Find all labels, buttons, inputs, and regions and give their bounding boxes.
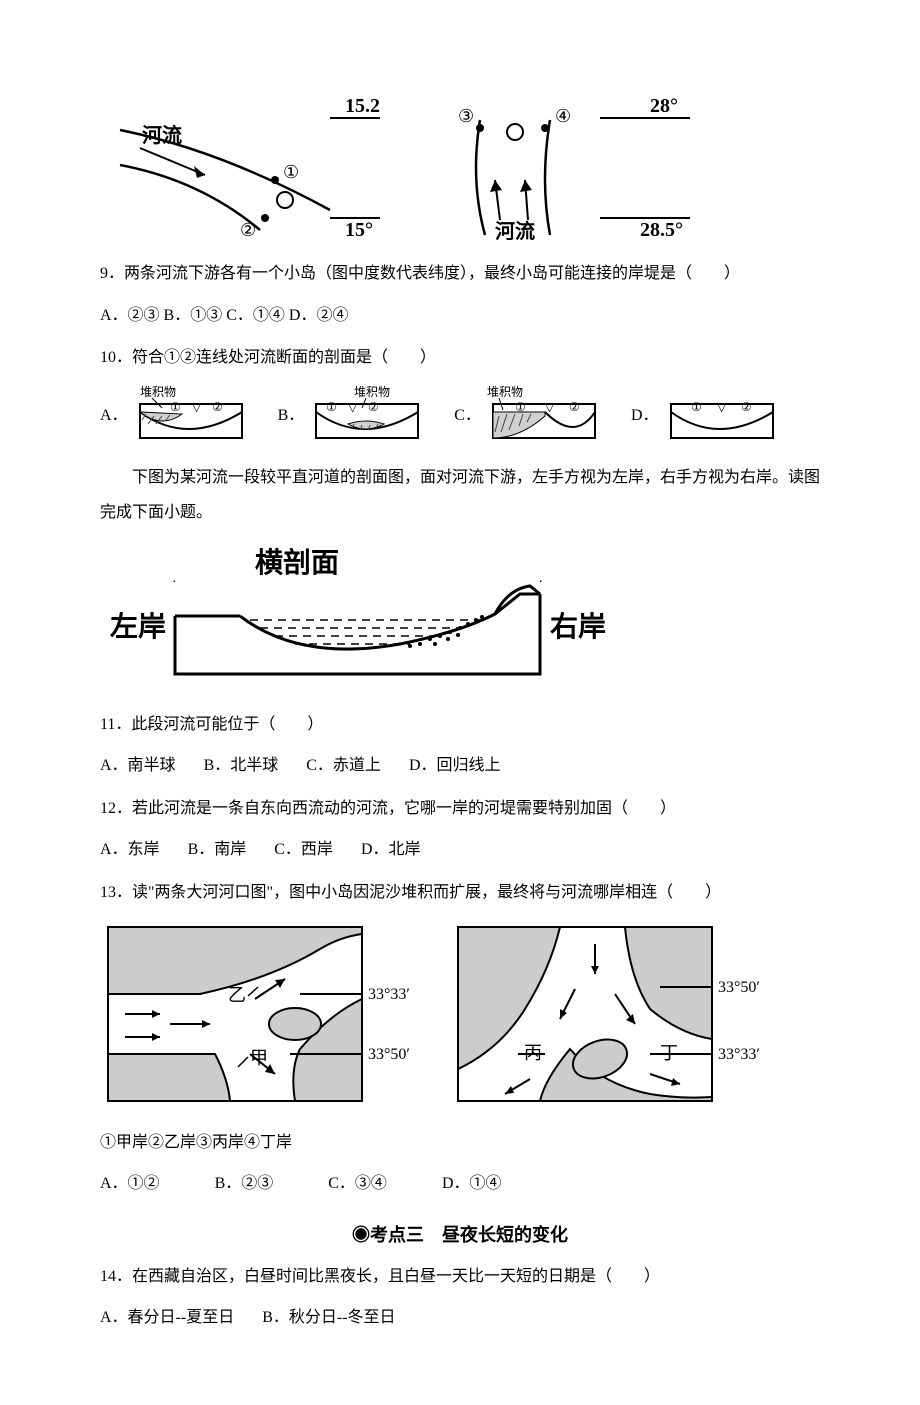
q13-a: A．①② (100, 1169, 160, 1193)
river-diagram-left: 15.2° 15° 河流 ① ② (100, 90, 380, 240)
q10-c-water: ▽ (545, 400, 555, 414)
lat-28: 28° (650, 95, 678, 117)
question-9-options: A．②③ B．①③ C．①④ D．②④ (100, 300, 820, 332)
q10-c-m1: ① (515, 400, 526, 414)
q10-b-label: B． (278, 401, 305, 425)
mark-3: ③ (458, 106, 474, 126)
q10-b-m2: ② (368, 400, 379, 414)
map-left-yi: 乙 (228, 985, 246, 1005)
question-12-options: A．东岸 B．南岸 C．西岸 D．北岸 (100, 835, 820, 859)
q10-d-m2: ② (741, 400, 752, 414)
q14-a: A．春分日--夏至日 (100, 1303, 234, 1327)
lat-15-2: 15.2° (345, 95, 380, 117)
q10-a-m2: ② (212, 400, 223, 414)
river-mouth-left: 33°33′ 33°50′ 乙 甲 (100, 919, 420, 1109)
q10-c-label: C． (454, 401, 481, 425)
river-mouth-right: 33°50′ 33°33′ 丙 丁 (450, 919, 770, 1109)
map-left-lat-bot: 33°50′ (368, 1046, 410, 1063)
question-13: 13．读"两条大河河口图"，图中小岛因泥沙堆积而扩展，最终将与河流哪岸相连（ ） (100, 877, 820, 909)
question-14-options: A．春分日--夏至日 B．秋分日--冬至日 (100, 1303, 820, 1327)
question-13-options: A．①② B．②③ C．③④ D．①④ (100, 1169, 820, 1193)
q13-d: D．①④ (442, 1169, 502, 1193)
question-11-options: A．南半球 B．北半球 C．赤道上 D．回归线上 (100, 751, 820, 775)
q12-d: D．北岸 (361, 835, 421, 859)
q10-a-m1: ① (170, 400, 181, 414)
question-14: 14．在西藏自治区，白昼时间比黑夜长，且白昼一天比一天短的日期是（ ） (100, 1261, 820, 1293)
q11-c: C．赤道上 (306, 751, 381, 775)
left-bank-label: 左岸 (110, 611, 166, 643)
q10-option-d: D． ① ▽ ② (631, 384, 781, 442)
question-9: 9．两条河流下游各有一个小岛（图中度数代表纬度），最终小岛可能连接的岸堤是（ ） (100, 258, 820, 290)
cross-section-diagram: 横剖面 左岸 右岸 (100, 544, 820, 689)
q12-a: A．东岸 (100, 835, 160, 859)
context-paragraph-1: 下图为某河流一段较平直河道的剖面图，面对河流下游，左手方视为左岸，右手方视为右岸… (100, 460, 820, 530)
q10-a-label: A． (100, 401, 128, 425)
river-label-right: 河流 (495, 219, 535, 240)
q10-c-m2: ② (569, 400, 580, 414)
q10-b-water: ▽ (348, 400, 358, 414)
q11-d: D．回归线上 (409, 751, 501, 775)
map-right-lat-bot: 33°33′ (718, 1046, 760, 1063)
q10-d-m1: ① (691, 400, 702, 414)
lat-15: 15° (345, 219, 373, 240)
cross-title: 横剖面 (255, 546, 339, 579)
q12-b: B．南岸 (188, 835, 247, 859)
lat-28-5: 28.5° (640, 219, 683, 240)
river-mouth-diagrams: 33°33′ 33°50′ 乙 甲 33°50′ 33°33′ 丙 丁 (100, 919, 820, 1109)
deposit-label-b: 堆积物 (354, 385, 390, 399)
q11-a: A．南半球 (100, 751, 176, 775)
map-left-lat-top: 33°33′ (368, 986, 410, 1003)
q10-option-b: B． 堆积物 ① ▽ ② (278, 384, 427, 442)
q10-d-water: ▽ (717, 400, 727, 414)
mark-2: ② (240, 220, 256, 240)
question-10: 10．符合①②连线处河流断面的剖面是（ ） (100, 342, 820, 374)
river-diagrams-row: 15.2° 15° 河流 ① ② 28° 28.5° 河流 ③ (100, 90, 820, 240)
right-bank-label: 右岸 (550, 611, 606, 643)
section-3-heading: ◉考点三 昼夜长短的变化 (100, 1221, 820, 1247)
q10-b-m1: ① (326, 400, 337, 414)
deposit-label-a: 堆积物 (140, 385, 176, 399)
q12-c: C．西岸 (274, 835, 333, 859)
river-label-left: 河流 (142, 123, 182, 147)
q13-sub-options: ①甲岸②乙岸③丙岸④丁岸 (100, 1127, 820, 1159)
question-12: 12．若此河流是一条自东向西流动的河流，它哪一岸的河堤需要特别加固（ ） (100, 793, 820, 825)
deposit-label-c: 堆积物 (487, 385, 523, 399)
q10-option-a: A． 堆积物 ① ▽ ② (100, 384, 250, 442)
q14-b: B．秋分日--冬至日 (262, 1303, 395, 1327)
river-diagram-right: 28° 28.5° 河流 ③ ④ (410, 90, 690, 240)
mark-1: ① (283, 162, 299, 182)
map-right-lat-top: 33°50′ (718, 979, 760, 996)
q10-d-label: D． (631, 401, 659, 425)
question-11: 11．此段河流可能位于（ ） (100, 709, 820, 741)
q13-b: B．②③ (215, 1169, 274, 1193)
q10-option-c: C． 堆积物 ① ▽ ② (454, 384, 603, 442)
q10-a-water: ▽ (192, 400, 202, 414)
q13-c: C．③④ (328, 1169, 387, 1193)
q11-b: B．北半球 (204, 751, 279, 775)
mark-4: ④ (555, 106, 571, 126)
question-10-options: A． 堆积物 ① ▽ ② B． 堆积物 ① (100, 384, 820, 442)
